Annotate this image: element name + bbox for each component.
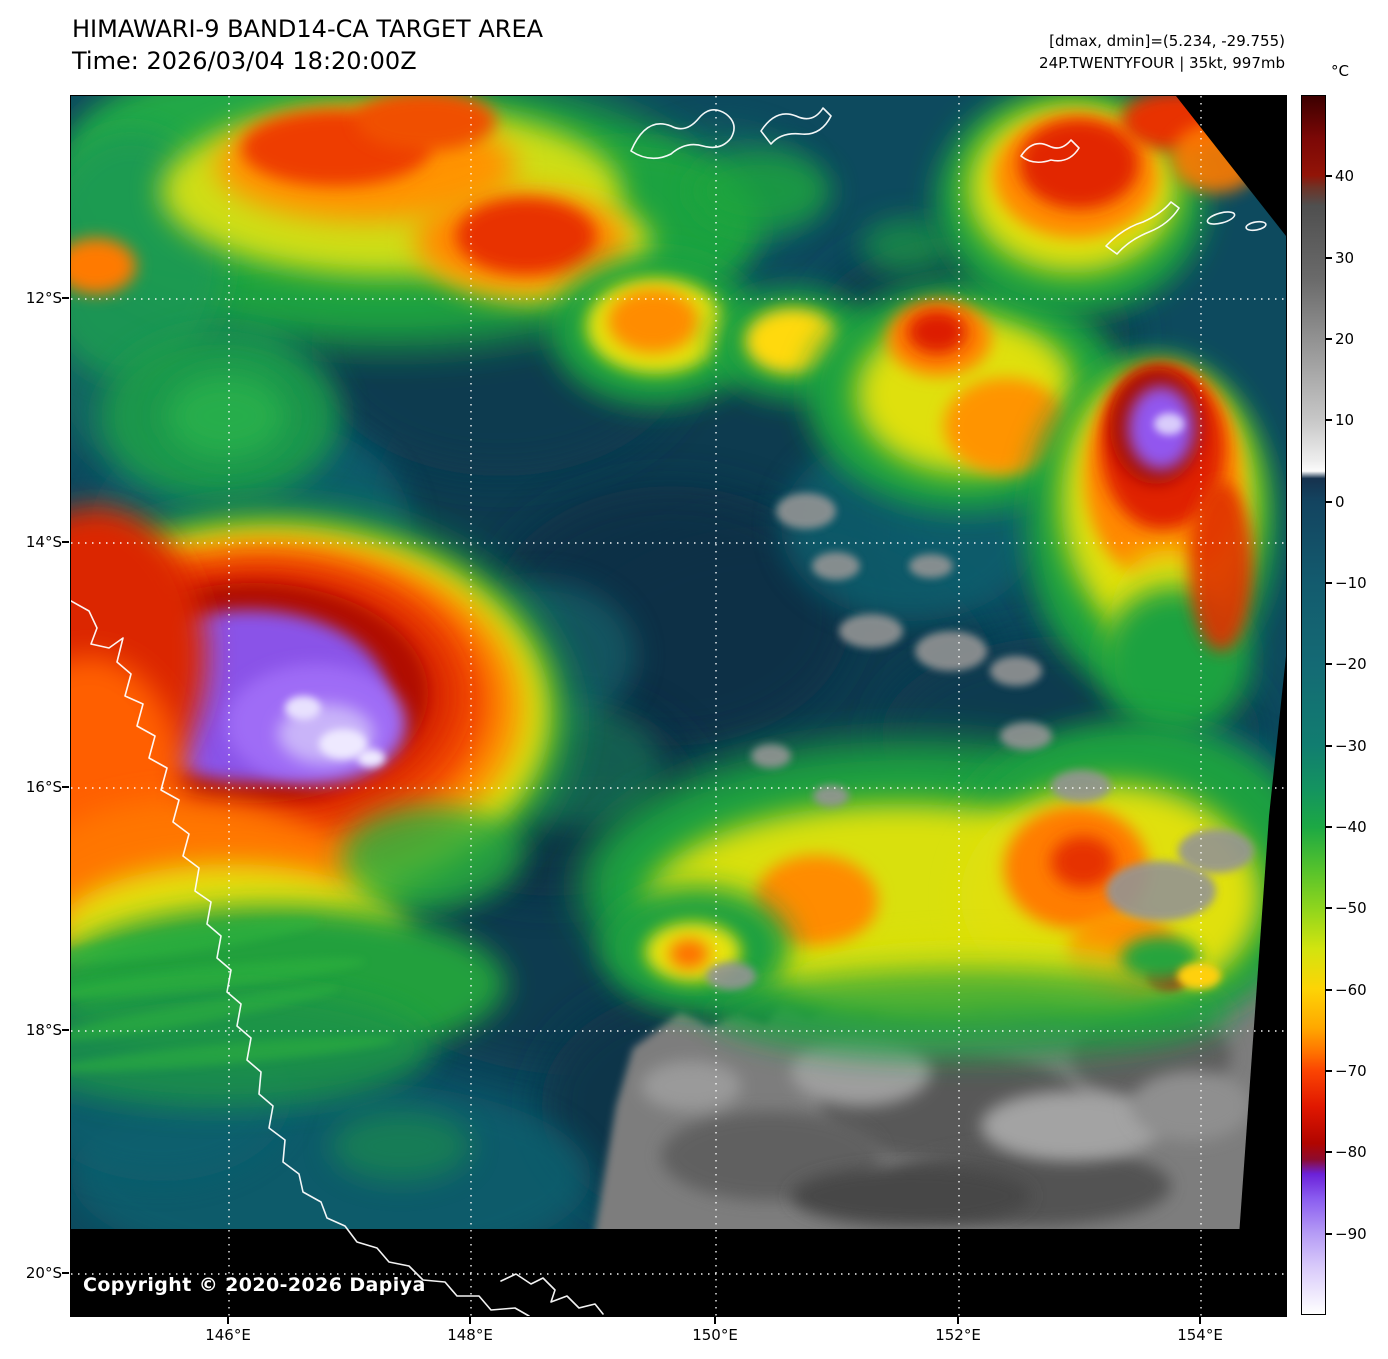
- time-label: Time: 2026/03/04 18:20:00Z: [72, 47, 417, 75]
- lon-tick: [1199, 1316, 1201, 1324]
- lat-tick: [62, 1029, 69, 1031]
- lon-label-148e: 148°E: [447, 1326, 493, 1344]
- queensland-coastline: [71, 600, 530, 1316]
- colorbar-label-m40: −40: [1335, 818, 1367, 836]
- lat-tick: [62, 541, 69, 543]
- colorbar-label-0: 0: [1335, 493, 1345, 511]
- colorbar-tick: [1326, 1151, 1332, 1153]
- lat-label-20s: 20°S: [25, 1264, 62, 1282]
- colorbar-unit-label: °C: [1331, 62, 1349, 80]
- lon-label-154e: 154°E: [1177, 1326, 1223, 1344]
- colorbar-tick: [1326, 257, 1332, 259]
- lat-tick: [62, 786, 69, 788]
- colorbar-label-m30: −30: [1335, 737, 1367, 755]
- lat-label-14s: 14°S: [25, 533, 62, 551]
- lat-label-18s: 18°S: [25, 1021, 62, 1039]
- colorbar-tick: [1326, 826, 1332, 828]
- cloud-layer: [71, 96, 1286, 1181]
- lat-tick: [62, 297, 69, 299]
- colorbar-tick: [1326, 663, 1332, 665]
- colorbar-label-m80: −80: [1335, 1143, 1367, 1161]
- colorbar-tick: [1326, 745, 1332, 747]
- colorbar-label-m60: −60: [1335, 981, 1367, 999]
- lat-tick: [62, 1272, 69, 1274]
- grid-layer: [71, 96, 1286, 1316]
- island-outline-2: [1105, 201, 1180, 255]
- lon-tick: [469, 1316, 471, 1324]
- colorbar-tick: [1326, 175, 1332, 177]
- colorbar-tick: [1326, 501, 1332, 503]
- lat-label-16s: 16°S: [25, 778, 62, 796]
- colorbar-tick: [1326, 1233, 1332, 1235]
- off-swath-mask: [71, 96, 1286, 1316]
- colorbar-tick: [1326, 338, 1332, 340]
- colorbar-label-m90: −90: [1335, 1225, 1367, 1243]
- colorbar-label-m50: −50: [1335, 899, 1367, 917]
- colorbar: [1301, 95, 1326, 1315]
- lon-tick: [957, 1316, 959, 1324]
- lon-label-150e: 150°E: [692, 1326, 738, 1344]
- lon-tick: [227, 1316, 229, 1324]
- storm-info-label: 24P.TWENTYFOUR | 35kt, 997mb: [1039, 54, 1285, 72]
- island-outline-3: [1206, 211, 1236, 225]
- lat-label-12s: 12°S: [25, 289, 62, 307]
- island-outline-1: [1020, 139, 1080, 164]
- png-coastline-west: [630, 109, 735, 160]
- figure-title: HIMAWARI-9 BAND14-CA TARGET AREA: [72, 15, 544, 43]
- colorbar-tick: [1326, 989, 1332, 991]
- satellite-map: Copyright © 2020-2026 Dapiya: [70, 95, 1287, 1317]
- colorbar-label-m70: −70: [1335, 1062, 1367, 1080]
- lon-label-152e: 152°E: [935, 1326, 981, 1344]
- satellite-ir-image: [71, 96, 1286, 1316]
- colorbar-tick: [1326, 907, 1332, 909]
- copyright-label: Copyright © 2020-2026 Dapiya: [83, 1274, 426, 1296]
- gray-cloud-layer: [706, 493, 1254, 990]
- colorbar-label-20: 20: [1335, 330, 1355, 348]
- png-coastline-east: [760, 107, 832, 145]
- coastline-south: [500, 1273, 604, 1315]
- dmax-dmin-label: [dmax, dmin]=(5.234, -29.755): [1049, 32, 1285, 50]
- colorbar-label-m20: −20: [1335, 655, 1367, 673]
- colorbar-label-m10: −10: [1335, 574, 1367, 592]
- colorbar-label-30: 30: [1335, 249, 1355, 267]
- lon-label-146e: 146°E: [205, 1326, 251, 1344]
- colorbar-tick: [1326, 1070, 1332, 1072]
- island-outline-4: [1245, 220, 1267, 232]
- coastline-layer: [71, 107, 1267, 1316]
- lon-tick: [714, 1316, 716, 1324]
- colorbar-label-40: 40: [1335, 167, 1355, 185]
- colorbar-tick: [1326, 419, 1332, 421]
- colorbar-tick: [1326, 582, 1332, 584]
- colorbar-label-10: 10: [1335, 411, 1355, 429]
